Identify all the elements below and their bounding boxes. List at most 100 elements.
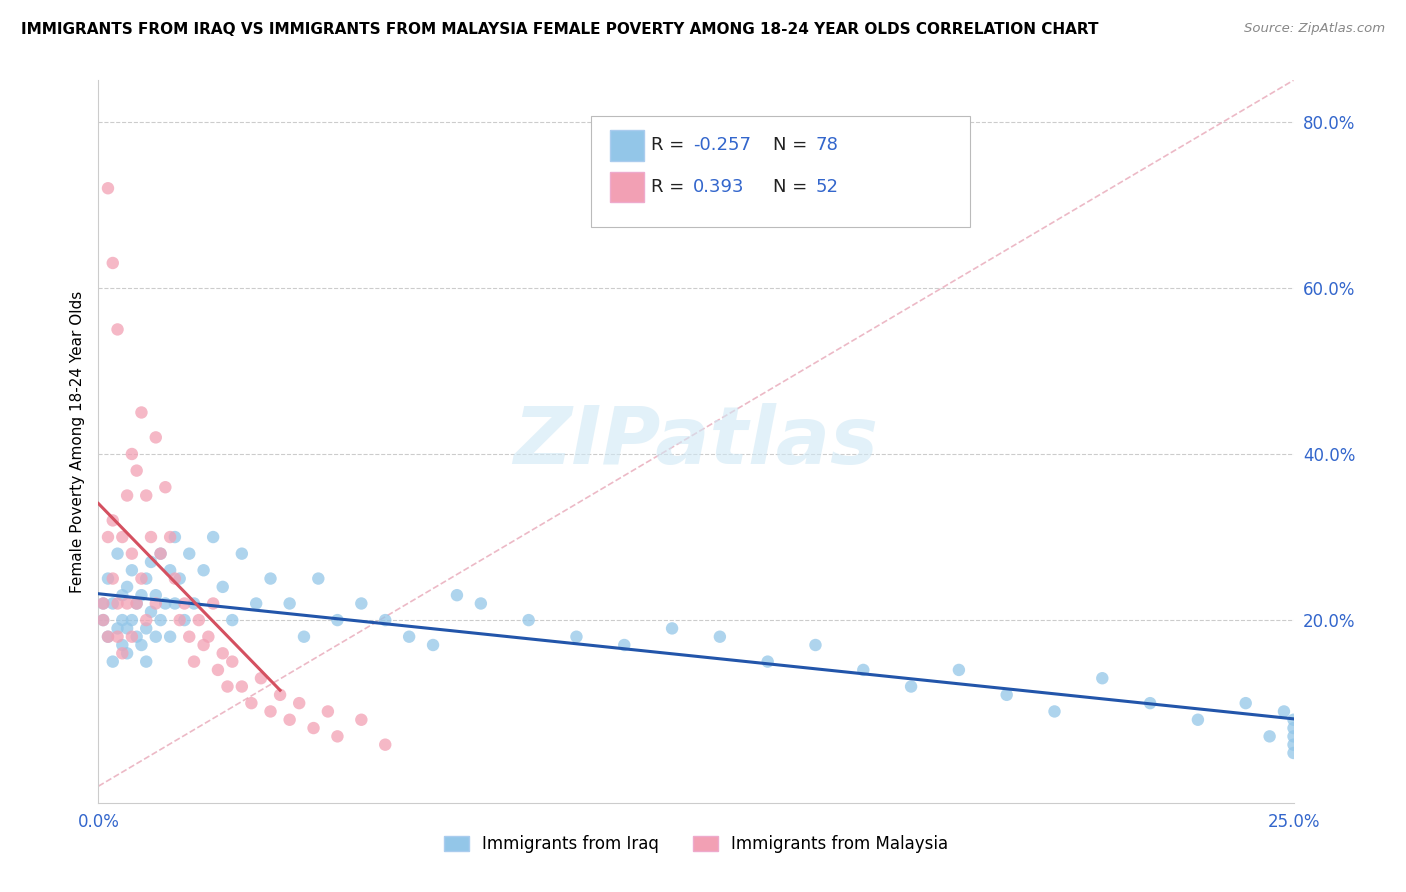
Point bbox=[756, 655, 779, 669]
Text: N =: N = bbox=[773, 178, 813, 196]
Y-axis label: Female Poverty Among 18-24 Year Olds: Female Poverty Among 18-24 Year Olds bbox=[69, 291, 84, 592]
Point bbox=[1091, 671, 1114, 685]
Point bbox=[804, 638, 827, 652]
Point bbox=[470, 597, 492, 611]
Legend: Immigrants from Iraq, Immigrants from Malaysia: Immigrants from Iraq, Immigrants from Ma… bbox=[437, 828, 955, 860]
Point bbox=[169, 572, 191, 586]
Point bbox=[1043, 705, 1066, 719]
Point bbox=[131, 638, 153, 652]
Text: ZIPatlas: ZIPatlas bbox=[513, 402, 879, 481]
Point bbox=[292, 630, 315, 644]
Point bbox=[125, 597, 148, 611]
Point bbox=[111, 588, 134, 602]
Point bbox=[1282, 721, 1305, 735]
Text: IMMIGRANTS FROM IRAQ VS IMMIGRANTS FROM MALAYSIA FEMALE POVERTY AMONG 18-24 YEAR: IMMIGRANTS FROM IRAQ VS IMMIGRANTS FROM … bbox=[21, 22, 1098, 37]
Point bbox=[1282, 746, 1305, 760]
Point bbox=[91, 613, 114, 627]
Point bbox=[97, 630, 120, 644]
Point bbox=[259, 705, 281, 719]
Text: R =: R = bbox=[651, 178, 690, 196]
Point bbox=[179, 630, 201, 644]
Point bbox=[446, 588, 468, 602]
Point bbox=[159, 530, 181, 544]
Point bbox=[1272, 705, 1295, 719]
Point bbox=[202, 530, 225, 544]
Point bbox=[613, 638, 636, 652]
Point bbox=[250, 671, 273, 685]
Point bbox=[350, 713, 373, 727]
Point bbox=[422, 638, 444, 652]
Point bbox=[183, 655, 205, 669]
Point bbox=[101, 513, 124, 527]
Point bbox=[221, 613, 243, 627]
Point bbox=[1234, 696, 1257, 710]
Point bbox=[125, 597, 148, 611]
Point bbox=[139, 605, 162, 619]
Point bbox=[240, 696, 263, 710]
Point bbox=[900, 680, 922, 694]
Point bbox=[111, 613, 134, 627]
Point bbox=[107, 630, 129, 644]
Point bbox=[149, 547, 172, 561]
Point bbox=[107, 597, 129, 611]
Text: 78: 78 bbox=[815, 136, 838, 154]
Point bbox=[307, 572, 329, 586]
Point bbox=[155, 597, 177, 611]
Point bbox=[852, 663, 875, 677]
Point bbox=[101, 655, 124, 669]
Point bbox=[97, 530, 120, 544]
Point bbox=[121, 547, 143, 561]
Point bbox=[187, 613, 209, 627]
Point bbox=[111, 530, 134, 544]
Point bbox=[661, 621, 683, 635]
Point bbox=[125, 630, 148, 644]
Point bbox=[101, 572, 124, 586]
Point bbox=[115, 621, 138, 635]
Point bbox=[193, 638, 215, 652]
Point bbox=[245, 597, 267, 611]
Point bbox=[159, 630, 181, 644]
Point bbox=[202, 597, 225, 611]
Point bbox=[135, 572, 157, 586]
Point bbox=[565, 630, 588, 644]
Point bbox=[948, 663, 970, 677]
Point bbox=[91, 597, 114, 611]
Point bbox=[149, 547, 172, 561]
Point bbox=[145, 597, 167, 611]
Point bbox=[145, 630, 167, 644]
Point bbox=[131, 572, 153, 586]
Point bbox=[179, 547, 201, 561]
Point bbox=[169, 613, 191, 627]
Text: R =: R = bbox=[651, 136, 690, 154]
Point bbox=[91, 613, 114, 627]
Point bbox=[111, 646, 134, 660]
Point bbox=[326, 613, 349, 627]
Point bbox=[107, 621, 129, 635]
Point bbox=[101, 597, 124, 611]
Point bbox=[211, 646, 233, 660]
Point bbox=[97, 572, 120, 586]
Point bbox=[217, 680, 239, 694]
Point bbox=[163, 597, 186, 611]
Text: N =: N = bbox=[773, 136, 813, 154]
Point bbox=[139, 555, 162, 569]
Point bbox=[374, 613, 396, 627]
Point bbox=[173, 597, 195, 611]
Point bbox=[1187, 713, 1209, 727]
Point bbox=[115, 580, 138, 594]
Point bbox=[398, 630, 420, 644]
Point bbox=[135, 613, 157, 627]
Point bbox=[374, 738, 396, 752]
Point bbox=[1282, 738, 1305, 752]
Point bbox=[995, 688, 1018, 702]
Text: -0.257: -0.257 bbox=[693, 136, 751, 154]
Point bbox=[135, 621, 157, 635]
Point bbox=[115, 597, 138, 611]
Point bbox=[207, 663, 229, 677]
Point bbox=[288, 696, 311, 710]
Text: 52: 52 bbox=[815, 178, 838, 196]
Point bbox=[1282, 713, 1305, 727]
Point bbox=[221, 655, 243, 669]
Point bbox=[107, 322, 129, 336]
Point bbox=[1282, 730, 1305, 744]
